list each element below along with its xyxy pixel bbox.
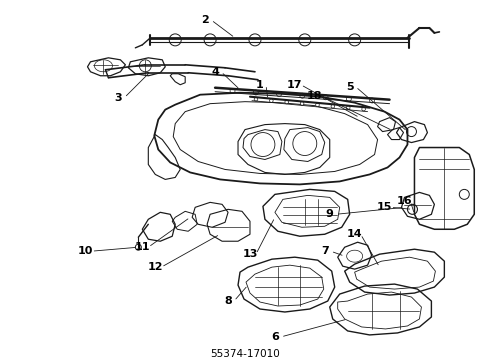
Text: 14: 14 bbox=[347, 229, 363, 239]
Circle shape bbox=[346, 106, 350, 109]
Circle shape bbox=[362, 107, 366, 111]
Circle shape bbox=[300, 93, 305, 98]
Circle shape bbox=[253, 90, 258, 95]
Circle shape bbox=[346, 96, 351, 102]
Text: 15: 15 bbox=[377, 202, 392, 212]
Circle shape bbox=[323, 95, 328, 100]
Circle shape bbox=[270, 99, 273, 103]
Text: 18: 18 bbox=[307, 91, 322, 101]
Circle shape bbox=[369, 98, 374, 103]
Text: 1: 1 bbox=[256, 80, 264, 90]
Text: 5: 5 bbox=[346, 82, 353, 92]
Text: 17: 17 bbox=[287, 80, 303, 90]
Text: 6: 6 bbox=[271, 332, 279, 342]
Circle shape bbox=[254, 98, 258, 101]
Circle shape bbox=[331, 104, 335, 108]
Circle shape bbox=[230, 89, 235, 93]
Text: 16: 16 bbox=[397, 196, 412, 206]
Text: 55374-17010: 55374-17010 bbox=[210, 349, 280, 359]
Text: 9: 9 bbox=[326, 209, 334, 219]
Text: 13: 13 bbox=[242, 249, 258, 259]
Circle shape bbox=[276, 91, 282, 96]
Text: 10: 10 bbox=[78, 246, 93, 256]
Text: 4: 4 bbox=[211, 67, 219, 77]
Text: 3: 3 bbox=[115, 93, 122, 103]
Text: 11: 11 bbox=[135, 242, 150, 252]
Circle shape bbox=[285, 100, 289, 104]
Text: 7: 7 bbox=[321, 246, 329, 256]
Text: 12: 12 bbox=[147, 262, 163, 272]
Text: 2: 2 bbox=[201, 15, 209, 25]
Text: 8: 8 bbox=[224, 296, 232, 306]
Circle shape bbox=[300, 102, 304, 105]
Circle shape bbox=[316, 103, 319, 107]
